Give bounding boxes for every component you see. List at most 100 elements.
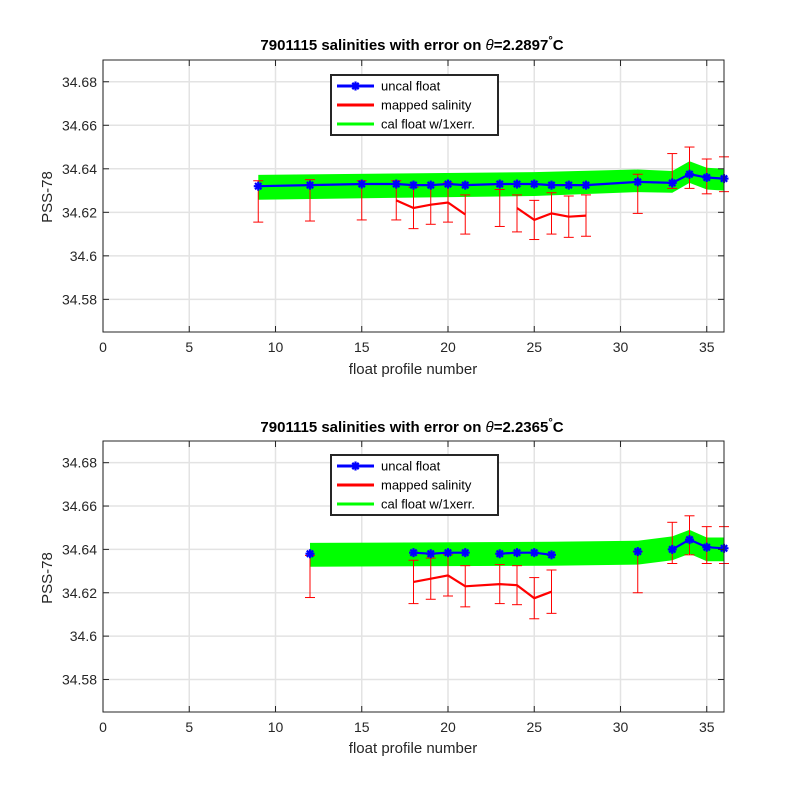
y-tick-label: 34.6 [70,628,97,644]
error-bar [581,194,591,237]
y-axis-label: PSS-78 [39,552,56,604]
error-bar [667,521,678,564]
x-tick-label: 5 [185,719,193,735]
uncal-float-marker [426,180,436,190]
uncal-float-marker [305,180,315,190]
uncal-float-marker [351,81,360,91]
mapped-salinity-line [516,207,587,222]
uncal-float-marker [305,549,315,559]
legend-label: cal float w/1xerr. [381,497,475,512]
chart-panel-top: 7901115 salinities with error on θ=2.289… [39,35,729,378]
uncal-float-marker [685,169,694,179]
y-tick-label: 34.64 [62,541,97,557]
uncal-float-marker [351,461,360,471]
uncal-float-marker [443,548,453,558]
legend-item: uncal float [337,459,441,474]
uncal-float-marker [512,179,522,189]
uncal-float-marker [633,547,643,557]
y-tick-label: 34.64 [62,161,97,177]
uncal-float-marker [529,548,539,558]
uncal-float-marker [685,535,694,545]
chart-panel-bottom: 7901115 salinities with error on θ=2.236… [39,417,729,757]
legend: uncal float mapped salinity cal float w/1x… [330,74,499,136]
legend-item: uncal float [337,79,441,94]
y-tick-label: 34.66 [62,117,97,133]
uncal-float-marker [633,177,643,187]
legend-label: mapped salinity [381,478,472,493]
x-tick-label: 10 [268,339,284,355]
x-tick-label: 0 [99,719,107,735]
x-tick-label: 0 [99,339,107,355]
y-tick-label: 34.58 [62,671,97,687]
cal-float-error-band [258,161,724,200]
y-tick-label: 34.58 [62,291,97,307]
x-tick-label: 10 [268,719,284,735]
mapped-salinity-line [413,574,552,600]
legend-label: uncal float [381,79,441,94]
legend-label: mapped salinity [381,98,472,113]
legend: uncal float mapped salinity cal float w/1x… [330,454,499,516]
uncal-float-line [499,551,552,556]
uncal-float-marker [547,550,556,560]
uncal-float-marker [667,178,677,188]
x-tick-label: 5 [185,339,193,355]
mapped-salinity-line [395,199,466,216]
x-axis-label: float profile number [349,740,477,757]
uncal-float-marker [564,180,574,190]
x-tick-label: 15 [354,339,370,355]
error-bar [546,569,557,614]
y-tick-label: 34.68 [62,74,97,90]
x-tick-label: 20 [440,339,456,355]
uncal-float-marker [460,548,470,558]
x-axis-label: float profile number [349,361,477,378]
uncal-float-marker [581,180,591,190]
x-tick-label: 35 [699,339,715,355]
uncal-float-marker [357,179,367,189]
legend-label: uncal float [381,459,441,474]
uncal-float-marker [391,179,401,189]
axes-box [102,440,725,713]
error-bar [408,559,419,605]
y-tick-label: 34.66 [62,498,97,514]
legend-item: cal float w/1xerr. [337,497,475,512]
x-tick-label: 25 [526,719,542,735]
legend-item: mapped salinity [337,478,472,493]
uncal-float-marker [702,542,712,552]
uncal-float-marker [409,180,418,190]
legend-label: cal float w/1xerr. [381,117,475,132]
chart-title: 7901115 salinities with error on θ=2.236… [260,417,563,436]
legend-item: cal float w/1xerr. [337,117,475,132]
y-tick-label: 34.68 [62,455,97,471]
uncal-float-marker [460,180,470,190]
uncal-float-line [413,551,466,555]
x-tick-label: 25 [526,339,542,355]
legend-item: mapped salinity [337,98,472,113]
y-tick-label: 34.62 [62,585,97,601]
x-tick-label: 20 [440,719,456,735]
uncal-float-line [671,538,725,551]
uncal-float-marker [426,549,436,559]
x-tick-label: 15 [354,719,370,735]
x-tick-label: 30 [613,339,629,355]
uncal-float-marker [443,179,453,189]
uncal-float-marker [495,179,505,189]
uncal-float-marker [529,179,539,189]
error-bar [494,188,505,227]
uncal-float-marker [253,181,263,191]
y-tick-label: 34.62 [62,204,97,220]
chart-title: 7901115 salinities with error on θ=2.289… [260,35,563,54]
x-tick-label: 30 [613,719,629,735]
axes-box [102,59,725,333]
uncal-float-marker [667,544,677,554]
error-bar [512,194,522,233]
uncal-float-marker [409,548,418,558]
y-axis-label: PSS-78 [39,171,56,223]
uncal-float-marker [702,173,712,183]
uncal-float-marker [495,549,505,559]
y-tick-label: 34.6 [70,248,97,264]
error-bar [684,146,695,189]
uncal-float-marker [512,548,522,558]
x-tick-label: 35 [699,719,715,735]
uncal-float-marker [547,180,556,190]
